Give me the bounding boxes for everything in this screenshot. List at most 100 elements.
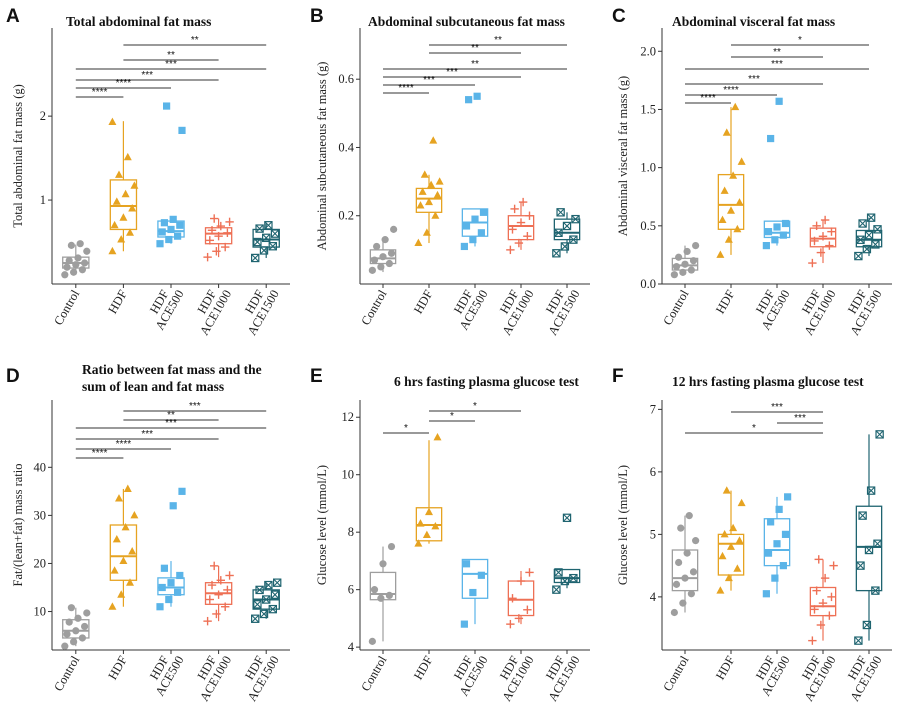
- data-point: [431, 522, 440, 530]
- panel-title: 6 hrs fasting plasma glucose test: [394, 374, 579, 389]
- significance-label: ****: [116, 78, 132, 89]
- significance-label: ***: [771, 402, 783, 413]
- data-point: [128, 547, 137, 555]
- data-point: [722, 128, 731, 136]
- data-point: [692, 537, 700, 545]
- box-hdf: [716, 486, 746, 594]
- data-point: [108, 117, 117, 126]
- data-point: [814, 555, 823, 564]
- data-point: [377, 263, 385, 271]
- data-point: [74, 614, 82, 622]
- data-point: [83, 609, 91, 617]
- data-point: [61, 271, 69, 279]
- significance-label: **: [494, 35, 502, 46]
- data-point: [683, 247, 691, 256]
- data-point: [516, 576, 526, 586]
- data-point: [165, 595, 173, 604]
- y-tick-label: 1.0: [640, 161, 656, 175]
- y-tick-label: 7: [650, 402, 656, 416]
- data-point: [225, 217, 234, 227]
- data-point: [569, 235, 578, 244]
- data-point: [864, 230, 874, 240]
- data-point: [379, 560, 387, 568]
- data-point: [255, 224, 264, 233]
- y-tick-label: 10: [342, 468, 355, 482]
- y-tick-label: 0.0: [640, 277, 656, 291]
- data-point: [670, 608, 678, 617]
- data-point: [214, 231, 223, 241]
- data-point: [158, 583, 166, 592]
- data-point: [784, 493, 792, 501]
- data-point: [379, 253, 387, 261]
- data-point: [429, 136, 438, 144]
- data-point: [508, 594, 517, 603]
- data-point: [808, 258, 817, 268]
- data-point: [117, 235, 126, 243]
- iqr-box: [809, 586, 837, 617]
- box-hdf: [108, 484, 139, 610]
- data-point: [773, 223, 781, 231]
- y-tick-label: 4: [348, 640, 355, 654]
- panel-title: Total abdominal fat mass: [66, 14, 211, 29]
- data-point: [433, 432, 442, 441]
- iqr-box: [204, 227, 233, 245]
- data-point: [677, 524, 685, 532]
- data-point: [462, 222, 471, 230]
- data-point: [477, 571, 485, 579]
- data-point: [435, 177, 444, 185]
- box-hdf-ace1500: [251, 578, 282, 623]
- data-point: [862, 620, 872, 630]
- x-category-label: Control: [358, 287, 389, 328]
- data-point: [767, 518, 775, 526]
- box-hdf-ace1000: [203, 561, 234, 626]
- data-point: [370, 586, 379, 594]
- y-tick-label: 6: [348, 583, 354, 597]
- data-point: [207, 580, 217, 590]
- data-point: [112, 197, 121, 205]
- data-point: [670, 271, 678, 279]
- data-point: [727, 542, 735, 550]
- box-hdf-ace500: [762, 97, 791, 250]
- data-point: [110, 566, 119, 574]
- data-point: [781, 530, 790, 538]
- data-point: [223, 585, 232, 595]
- x-category-label: HDF: [411, 653, 436, 682]
- data-point: [675, 558, 683, 567]
- significance-label: **: [471, 43, 479, 54]
- data-point: [775, 505, 783, 513]
- data-point: [220, 242, 230, 252]
- data-point: [370, 256, 379, 264]
- panel-letter: C: [612, 6, 626, 27]
- x-category-label: HDF: [105, 653, 130, 682]
- data-point: [771, 574, 779, 582]
- data-point: [516, 218, 526, 227]
- panel-letter: E: [310, 366, 323, 387]
- x-category-label: HDF: [713, 653, 738, 682]
- data-point: [425, 507, 433, 516]
- data-point: [387, 249, 396, 257]
- data-point: [259, 609, 269, 619]
- data-point: [810, 236, 819, 246]
- data-point: [720, 529, 729, 538]
- data-point: [829, 561, 838, 570]
- data-point: [571, 214, 580, 224]
- panel-d: D Ratio between fat mass and the sum of le…: [6, 362, 290, 704]
- data-point: [685, 512, 693, 520]
- data-point: [72, 627, 80, 635]
- data-point: [812, 586, 821, 595]
- data-point: [80, 622, 89, 631]
- data-point: [718, 551, 727, 560]
- data-point: [569, 573, 578, 583]
- data-point: [554, 568, 563, 577]
- data-point: [762, 242, 770, 250]
- data-point: [61, 642, 69, 650]
- data-point: [163, 102, 171, 110]
- data-point: [518, 197, 528, 207]
- box-control: [368, 542, 397, 645]
- box-hdf-ace1000: [808, 215, 837, 268]
- data-point: [858, 219, 867, 228]
- data-point: [264, 221, 273, 230]
- iqr-box: [717, 173, 745, 230]
- data-point: [251, 614, 260, 623]
